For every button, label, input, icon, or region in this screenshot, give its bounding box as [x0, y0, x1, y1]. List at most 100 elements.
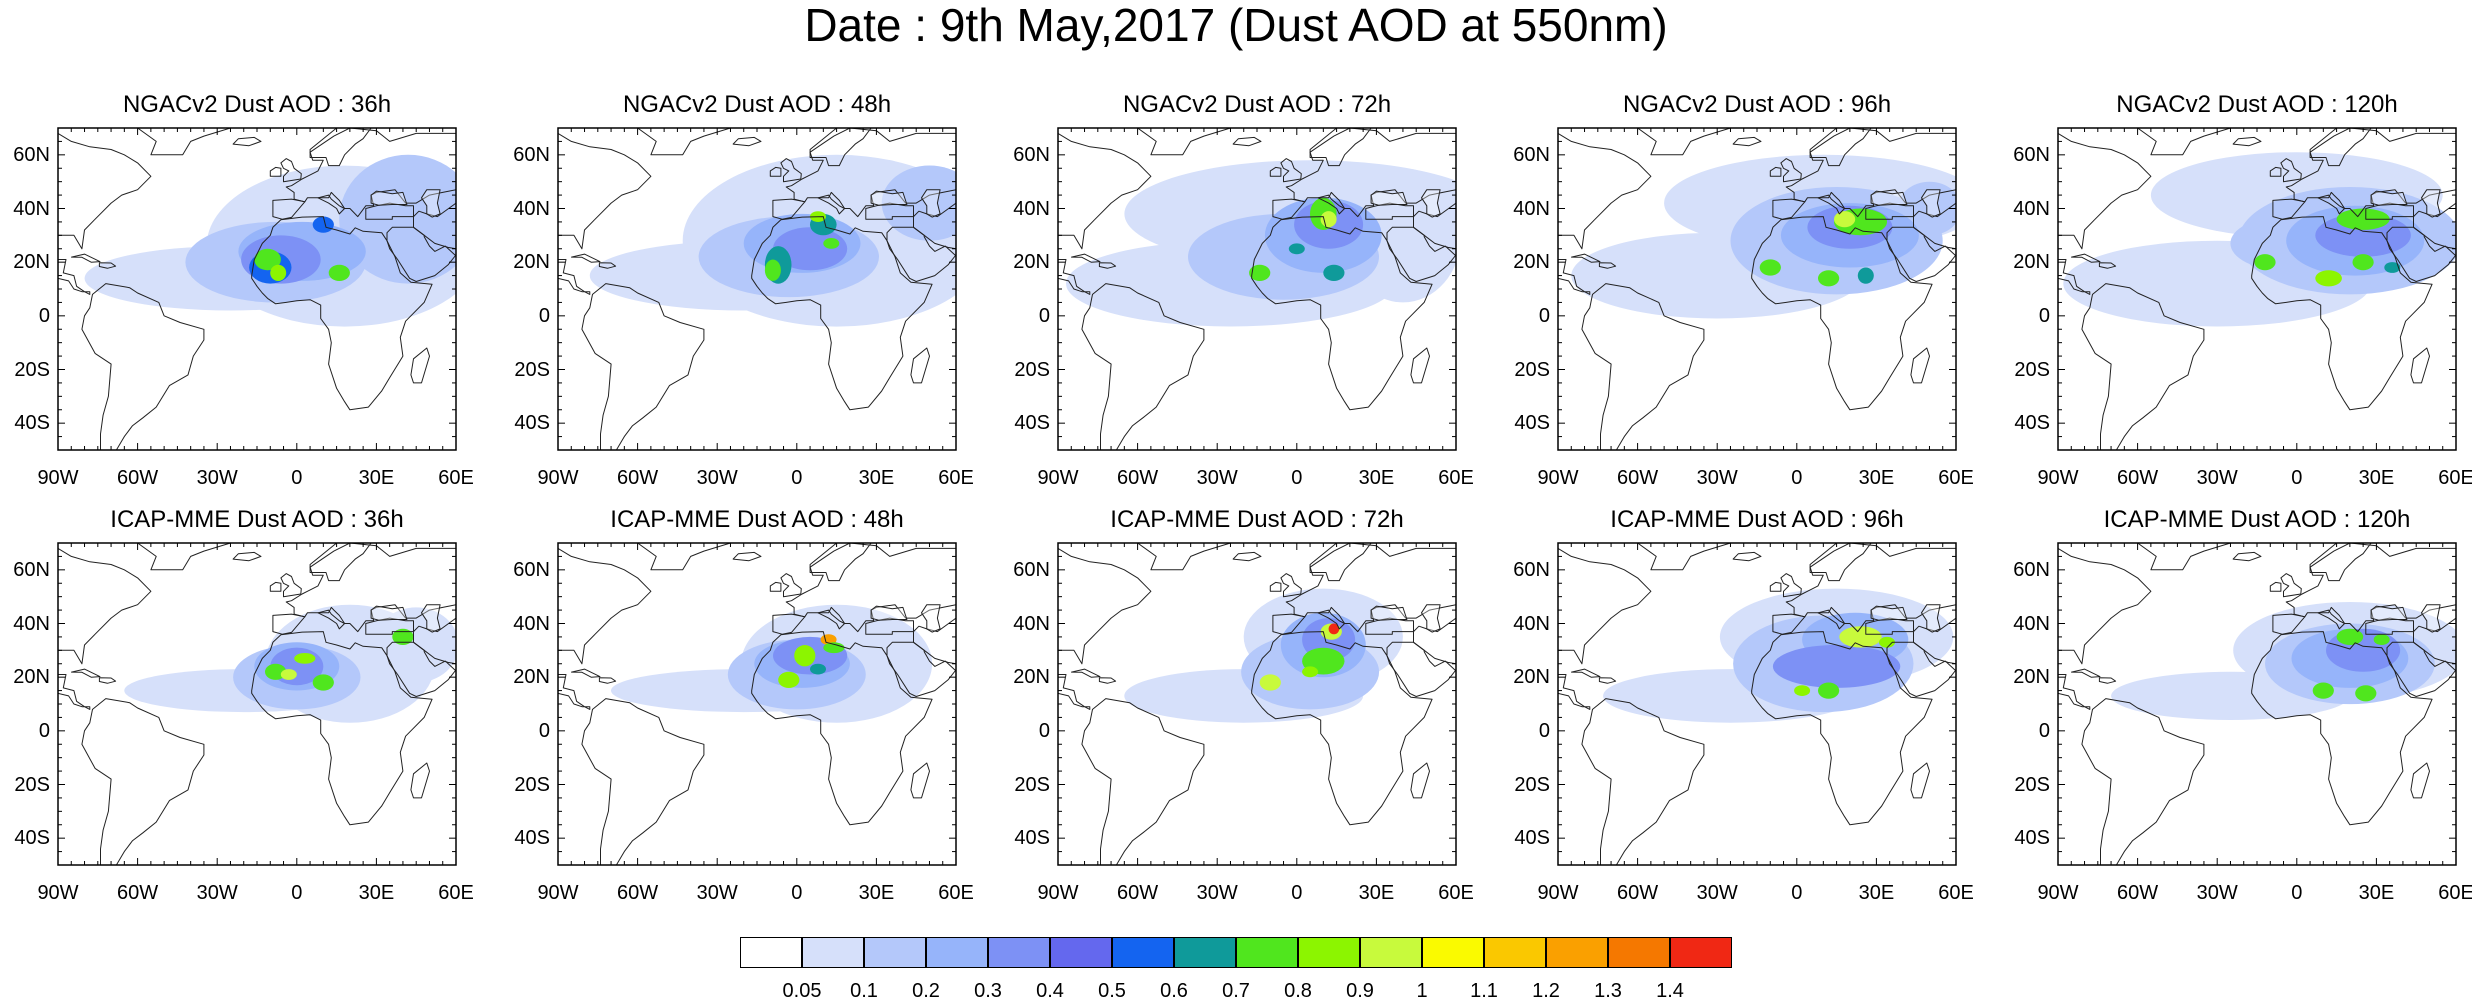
lon-tick-label: 90W — [1537, 467, 1579, 489]
lon-tick-label: 30W — [1196, 882, 1238, 904]
colorbar-label: 0.4 — [1036, 980, 1064, 1002]
panel-title: ICAP-MME Dust AOD : 120h — [2103, 506, 2411, 533]
lat-tick-label: 20S — [2014, 773, 2050, 796]
aod-contour — [270, 264, 287, 281]
lat-tick-label: 20S — [514, 358, 550, 381]
lon-tick-label: 30E — [2358, 882, 2395, 904]
lat-tick-label: 40S — [1514, 827, 1550, 850]
coastline-ca — [558, 674, 591, 710]
aod-contour — [2352, 254, 2374, 271]
coastline-europe — [285, 128, 456, 218]
coastline-africa — [251, 216, 433, 411]
coastline-blacksea — [2370, 605, 2408, 621]
colorbar-label: 1.1 — [1470, 980, 1498, 1002]
map-canvas — [2057, 127, 2457, 451]
coastline-na — [1058, 132, 1152, 250]
coastline-iberia — [1772, 198, 1806, 220]
coastline-sa — [1081, 698, 1205, 865]
coastline-caspian — [1921, 604, 1941, 633]
map-panel: ICAP-MME Dust AOD : 96h 60N 40N 20N 0 20S 40S 9… — [1500, 415, 1974, 904]
coastline-africa — [2251, 631, 2433, 826]
aod-contour — [2315, 270, 2342, 287]
coastline-iberia — [772, 613, 806, 635]
coastline-iberia — [2272, 198, 2306, 220]
lon-tick-label: 90W — [1037, 882, 1079, 904]
coastline-caspian — [2421, 604, 2441, 633]
lon-tick-label: 0 — [2291, 882, 2303, 904]
lon-tick-label: 90W — [537, 467, 579, 489]
coastline-ca — [2058, 259, 2091, 295]
lat-tick-label: 40S — [1514, 412, 1550, 435]
lat-tick-label: 40N — [13, 197, 50, 220]
coastline-ireland — [1769, 166, 1782, 177]
lat-tick-label: 20N — [2013, 666, 2050, 689]
lon-tick-label: 30W — [2196, 467, 2238, 489]
lat-tick-label: 60N — [513, 143, 550, 166]
lon-tick-label: 0 — [1791, 882, 1803, 904]
coastline-madagascar — [1410, 347, 1430, 384]
map-canvas — [1557, 542, 1957, 866]
lon-tick-label: 60E — [2438, 467, 2472, 489]
coastline-ireland — [1769, 581, 1782, 592]
lat-tick-label: 20S — [1514, 358, 1550, 381]
coastline-iberia — [1272, 613, 1306, 635]
coastline-madagascar — [410, 762, 430, 799]
lat-tick-label: 40N — [513, 197, 550, 220]
lat-tick-label: 0 — [2038, 719, 2050, 742]
colorbar-label: 1.2 — [1532, 980, 1560, 1002]
lon-tick-label: 90W — [37, 467, 79, 489]
map-canvas — [1057, 542, 1457, 866]
lon-tick-label: 90W — [1537, 882, 1579, 904]
coastline-anatolia — [865, 617, 914, 635]
aod-contour — [764, 259, 781, 281]
coastline-ireland — [2269, 581, 2282, 592]
coastline-italy — [817, 194, 846, 215]
lat-tick-label: 20N — [13, 251, 50, 274]
lon-tick-label: 0 — [791, 467, 803, 489]
lat-tick-label: 0 — [1038, 304, 1050, 327]
lon-tick-label: 60E — [938, 467, 974, 489]
panel-title: ICAP-MME Dust AOD : 96h — [1610, 506, 1904, 533]
colorbar-swatch — [1670, 937, 1732, 968]
coastline-anatolia — [1365, 617, 1414, 635]
lon-tick-label: 60W — [117, 882, 159, 904]
coastline-ca — [1558, 259, 1591, 295]
lat-tick-label: 40N — [13, 612, 50, 635]
aod-contour — [294, 653, 316, 664]
coastline-britain — [280, 573, 302, 598]
coastline-ca — [1558, 674, 1591, 710]
aod-contour — [2312, 682, 2334, 699]
map-canvas — [2057, 542, 2457, 866]
lat-tick-label: 40S — [514, 827, 550, 850]
colorbar-label: 1.4 — [1656, 980, 1684, 1002]
colorbar-swatch — [1174, 937, 1236, 968]
lon-tick-label: 60W — [617, 882, 659, 904]
coastline-arabia — [2386, 641, 2456, 697]
coastline-scandi — [2309, 543, 2372, 582]
lat-tick-label: 0 — [1538, 719, 1550, 742]
coastline-iran — [913, 202, 956, 250]
coastline-sa — [2081, 698, 2205, 865]
colorbar-label: 1 — [1416, 980, 1428, 1002]
lat-tick-label: 0 — [538, 304, 550, 327]
aod-contour — [1288, 243, 1305, 255]
coastline-iberia — [272, 198, 306, 220]
lat-tick-label: 40S — [2014, 412, 2050, 435]
coastline-anatolia — [1365, 202, 1414, 220]
aod-contour — [265, 663, 287, 680]
coastline-madagascar — [2410, 762, 2430, 799]
coastline-hisp — [98, 677, 117, 684]
coastline-africa — [1251, 631, 1433, 826]
lat-tick-label: 20N — [1013, 666, 1050, 689]
lat-tick-label: 0 — [538, 719, 550, 742]
coastline-africa — [2251, 216, 2433, 411]
map-canvas — [557, 542, 957, 866]
coastline-italy — [2317, 194, 2346, 215]
coastline-ireland — [269, 166, 282, 177]
coastline-madagascar — [1910, 347, 1930, 384]
coastline-greenland — [1637, 128, 1731, 156]
coastline-greenland — [637, 128, 731, 156]
coastline-africa — [1751, 631, 1933, 826]
aod-contour — [1879, 636, 1895, 648]
coastline-iran — [1913, 202, 1956, 250]
